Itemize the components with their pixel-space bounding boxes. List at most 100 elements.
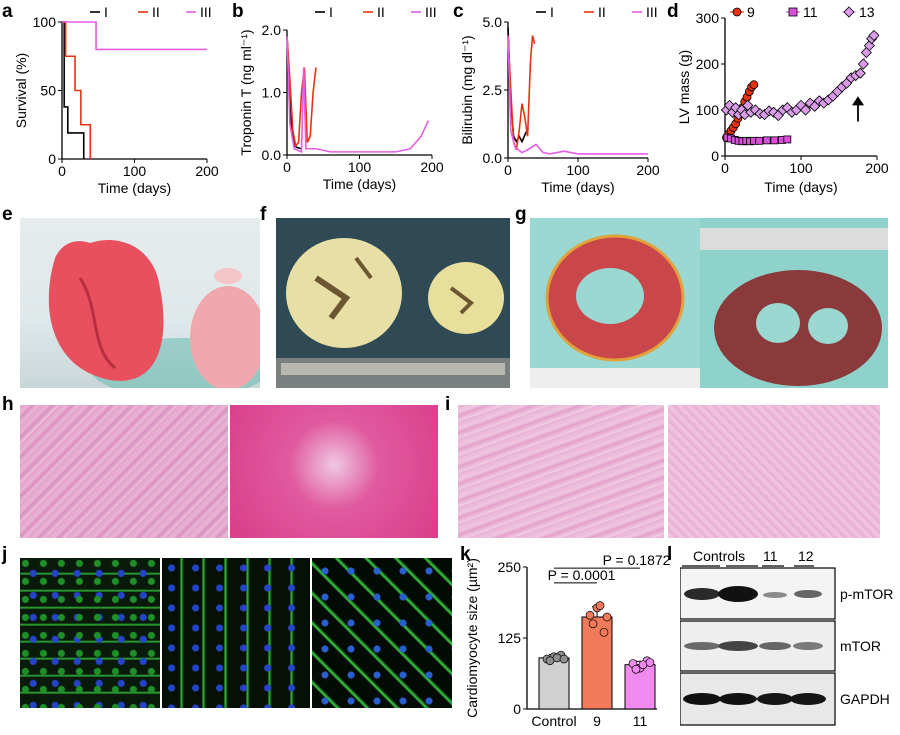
- x-tick-label: 100: [123, 163, 147, 179]
- panel-label-b: b: [232, 1, 244, 22]
- legend-label: II: [598, 4, 606, 20]
- histology-h-right: [230, 405, 438, 538]
- x-tick-label: Control: [531, 713, 576, 729]
- panel-label-e: e: [2, 204, 13, 225]
- blot-row-gapdh: GAPDH: [840, 691, 890, 707]
- y-axis-label: Cardiomyocyte size (µm²): [464, 558, 480, 718]
- series-line-II: [286, 36, 317, 148]
- y-tick-label: 100: [696, 102, 720, 118]
- lv-mass-chart: 0 100 200 0 100 200 300 Time (days) LV mass (g) 9…: [676, 4, 889, 195]
- point-13: [868, 29, 880, 42]
- blot-row-pmtor: p-mTOR: [840, 586, 893, 602]
- series-line-III: [507, 35, 648, 155]
- data-point: [631, 664, 641, 674]
- histology-h-left: [20, 405, 228, 538]
- panel-label-k: k: [460, 544, 471, 565]
- x-axis-label: Time (days): [323, 176, 396, 192]
- blot-controls-label: Controls: [693, 548, 745, 564]
- legend-label: I: [329, 4, 333, 20]
- p-value-label: P = 0.1872: [603, 552, 670, 568]
- legend-marker: [788, 7, 798, 17]
- blot-12-label: 12: [798, 548, 814, 564]
- point-11: [770, 136, 779, 145]
- y-tick-label: 0: [513, 701, 521, 717]
- photo-hearts-e: [20, 218, 260, 388]
- x-tick-label: 200: [865, 160, 889, 176]
- panel-label-c: c: [453, 1, 464, 22]
- x-tick-label: 0: [721, 160, 729, 176]
- panel-label-g: g: [515, 204, 527, 225]
- panel-label-d: d: [667, 1, 679, 22]
- panel-label-i: i: [445, 394, 451, 415]
- data-point: [588, 619, 598, 629]
- data-point: [602, 612, 612, 622]
- p-value-label: P = 0.0001: [548, 567, 616, 583]
- y-axis-label: LV mass (g): [676, 50, 692, 124]
- series-line-II: [62, 21, 92, 159]
- western-blot: Controls 11 12 p-mTOR mTOR GAPDH: [679, 545, 895, 730]
- x-tick-label: 100: [566, 162, 590, 178]
- y-tick-label: 5.0: [483, 14, 503, 30]
- panel-label-a: a: [2, 1, 13, 22]
- blot-11-label: 11: [763, 548, 778, 564]
- legend-label: I: [550, 4, 554, 20]
- series-line-II: [507, 35, 536, 151]
- y-tick-label: 2.5: [483, 82, 503, 98]
- data-point: [599, 627, 609, 637]
- y-tick-label: 250: [498, 559, 522, 575]
- point-11: [783, 135, 792, 144]
- fluorescence-j-1: [20, 558, 160, 708]
- x-axis-label: Time (days): [541, 179, 614, 195]
- photo-sections-f: [276, 218, 510, 388]
- x-tick-label: 200: [420, 159, 444, 175]
- panel-label-j: j: [2, 544, 8, 565]
- x-tick-label: 0: [58, 163, 66, 179]
- legend-label: III: [425, 4, 437, 20]
- point-13: [854, 67, 866, 79]
- troponin-chart: 0 100 200 0.0 1.0 2.0 Time (days) Troponin T (n…: [238, 4, 444, 192]
- bar-Control: [538, 657, 570, 710]
- legend-label: III: [646, 4, 658, 20]
- blot-row-mtor: mTOR: [840, 638, 881, 654]
- legend-marker: [843, 6, 855, 18]
- y-tick-label: 50: [40, 83, 56, 99]
- fluorescence-j-2: [162, 558, 310, 708]
- x-tick-label: 9: [593, 713, 601, 729]
- y-tick-label: 125: [498, 630, 522, 646]
- histology-i-left: [458, 405, 664, 538]
- y-axis-label: Survival (%): [13, 53, 29, 128]
- x-axis-label: Time (days): [764, 179, 837, 195]
- y-axis-label: Troponin T (ng ml⁻¹): [238, 29, 254, 155]
- cardiomyocyte-size-chart: 0 125 250 Cardiomyocyte size (µm²) Control 9 1…: [464, 552, 670, 729]
- histology-i-right: [668, 405, 880, 538]
- y-tick-label: 1.0: [262, 85, 282, 101]
- point-13: [799, 104, 812, 116]
- point-13: [857, 58, 869, 70]
- x-tick-label: 0: [283, 159, 291, 175]
- x-tick-label: 200: [636, 162, 660, 178]
- panel-label-h: h: [2, 394, 14, 415]
- x-axis-label: Time (days): [98, 180, 171, 196]
- y-tick-label: 200: [696, 56, 720, 72]
- bar-9: [581, 616, 613, 710]
- legend-label: 9: [747, 4, 755, 20]
- annotation-arrowhead: [852, 96, 864, 106]
- bilirubin-chart: 0 100 200 0.0 2.5 5.0 Time (days) Bilirubin (mg…: [459, 4, 660, 195]
- y-axis-label: Bilirubin (mg dl⁻¹): [459, 35, 475, 144]
- y-tick-label: 0: [48, 151, 56, 167]
- data-point: [645, 658, 655, 667]
- legend-label: 11: [803, 4, 818, 20]
- y-tick-label: 0.0: [483, 150, 503, 166]
- legend-label: III: [200, 4, 212, 20]
- legend-label: 13: [859, 4, 875, 20]
- series-line-III: [286, 36, 430, 154]
- legend-marker: [732, 7, 742, 17]
- point-11: [762, 136, 771, 145]
- x-tick-label: 11: [633, 713, 648, 729]
- x-tick-label: 200: [195, 163, 219, 179]
- panel-label-f: f: [260, 204, 267, 225]
- x-tick-label: 0: [504, 162, 512, 178]
- legend-label: II: [152, 4, 160, 20]
- y-tick-label: 2.0: [262, 22, 282, 38]
